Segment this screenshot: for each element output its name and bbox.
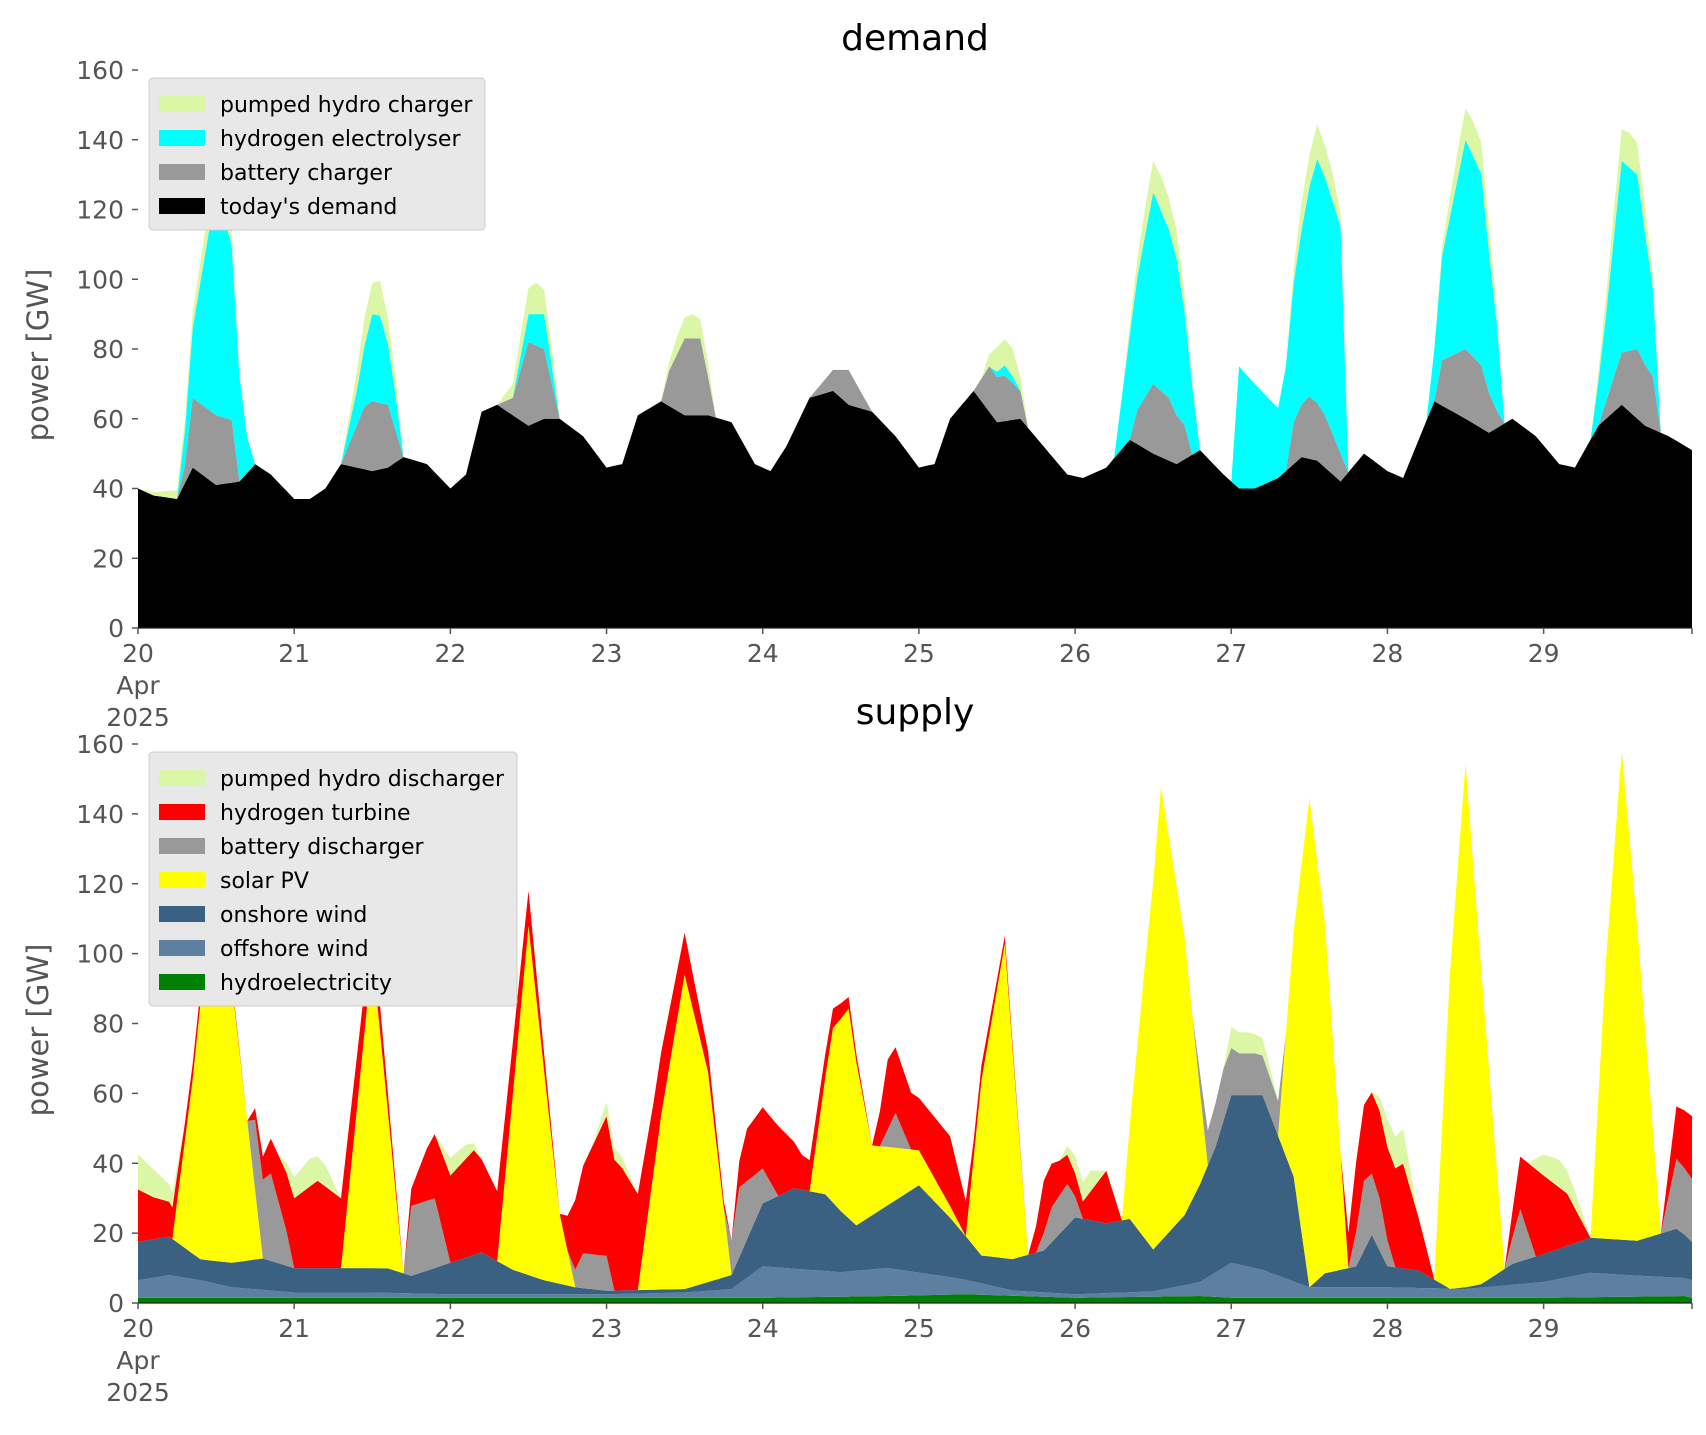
legend-swatch-hydrogen-turbine [159,804,205,820]
legend-label-pumped-hydro-charger: pumped hydro charger [220,93,473,118]
x-tick-label: Apr [116,1346,160,1375]
x-tick-label: 29 [1528,1314,1560,1343]
x-tick-label: 20 [122,639,154,668]
legend-label-hydrogen-turbine: hydrogen turbine [220,801,411,826]
y-tick-label: 60 [92,1079,124,1108]
y-tick-label: 140 [76,126,124,155]
y-tick-label: 40 [92,1149,124,1178]
legend-label-battery-discharger: battery discharger [220,835,425,860]
x-tick-label: 26 [1059,1314,1091,1343]
x-tick-label: 27 [1215,1314,1247,1343]
area-hydroelectricity [138,1294,1692,1303]
area-hydrogen-electrolyser [138,139,1692,500]
legend-label-solar-pv: solar PV [220,869,309,894]
demand-areas [138,108,1692,628]
legend-swatch-solar-pv [159,872,205,888]
y-tick-label: 60 [92,405,124,434]
y-tick-label: 20 [92,544,124,573]
y-tick-label: 120 [76,196,124,225]
legend-swatch-hydroelectricity [159,974,205,990]
x-tick-label: 28 [1372,639,1404,668]
y-tick-label: 80 [92,335,124,364]
x-tick-label: 26 [1059,639,1091,668]
x-tick-label: 24 [747,1314,779,1343]
y-tick-label: 0 [108,1289,124,1318]
legend-box [148,751,518,1007]
supply-areas [138,750,1692,1303]
supply-title: supply [856,692,975,733]
legend-label-hydroelectricity: hydroelectricity [220,971,392,996]
legend-swatch-onshore-wind [159,906,205,922]
x-tick-label: 21 [278,639,310,668]
area-battery-charger [138,338,1692,499]
legend-label-offshore-wind: offshore wind [220,937,369,962]
x-tick-label: 24 [747,639,779,668]
x-tick-label: 25 [903,639,935,668]
x-tick-label: 22 [434,1314,466,1343]
y-tick-label: 120 [76,870,124,899]
x-tick-label: 23 [591,639,623,668]
demand-legend: pumped hydro charger hydrogen electrolyse… [148,77,486,231]
x-tick-label: 23 [591,1314,623,1343]
area-solar-pv [138,750,1692,1291]
y-tick-label: 0 [108,614,124,643]
x-tick-label: 20 [122,1314,154,1343]
legend-swatch-battery-charger [159,164,205,180]
y-tick-label: 160 [76,730,124,759]
legend-label-onshore-wind: onshore wind [220,903,367,928]
y-tick-label: 80 [92,1010,124,1039]
area-hydrogen-turbine [138,750,1692,1291]
area-today-s-demand [138,390,1692,628]
legend-swatch-pumped-hydro-charger [159,96,205,112]
legend-label-pumped-hydro-discharger: pumped hydro discharger [220,767,505,792]
area-onshore-wind [138,1095,1692,1295]
demand-y-axis-label: power [GW] [21,269,55,442]
x-tick-label: 2025 [106,1378,170,1407]
legend-swatch-today-s-demand [159,198,205,214]
x-tick-label: 28 [1372,1314,1404,1343]
x-tick-label: 22 [434,639,466,668]
x-tick-label: 27 [1215,639,1247,668]
legend-box [148,77,486,231]
supply-y-axis-label: power [GW] [21,944,55,1117]
x-tick-label: 29 [1528,639,1560,668]
x-tick-label: 2025 [106,703,170,732]
y-tick-label: 100 [76,265,124,294]
legend-swatch-battery-discharger [159,838,205,854]
y-tick-label: 40 [92,475,124,504]
legend-label-battery-charger: battery charger [220,161,393,186]
legend-label-hydrogen-electrolyser: hydrogen electrolyser [220,127,461,152]
x-tick-label: 25 [903,1314,935,1343]
x-tick-label: Apr [116,671,160,700]
y-tick-label: 160 [76,56,124,85]
area-offshore-wind [138,1262,1692,1298]
legend-label-today-s-demand: today's demand [220,195,397,220]
demand-panel: demand power [GW] 0204060801001201401602… [21,18,1693,732]
legend-swatch-hydrogen-electrolyser [159,130,205,146]
supply-legend: pumped hydro discharger hydrogen turbine b… [148,751,518,1007]
area-pumped-hydro-charger [138,108,1692,500]
legend-swatch-pumped-hydro-discharger [159,770,205,786]
supply-panel: supply power [GW] 0204060801001201401602… [21,692,1693,1407]
demand-title: demand [841,18,989,59]
y-tick-label: 100 [76,940,124,969]
y-tick-label: 140 [76,800,124,829]
x-tick-label: 21 [278,1314,310,1343]
y-tick-label: 20 [92,1219,124,1248]
legend-swatch-offshore-wind [159,940,205,956]
